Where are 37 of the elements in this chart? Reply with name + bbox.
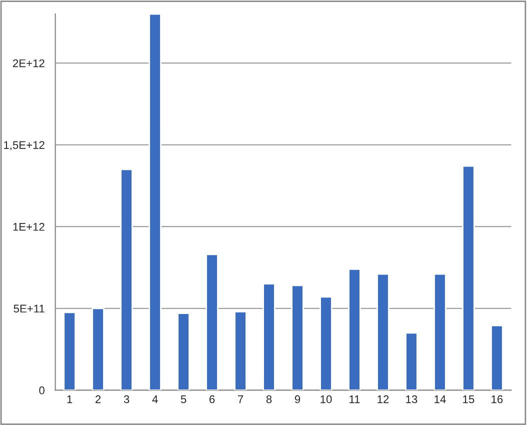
bar <box>376 273 390 390</box>
x-tick-label: 16 <box>492 395 503 404</box>
x-tick-label: 13 <box>406 395 418 404</box>
x-tick-label: 12 <box>378 395 389 404</box>
x-tick-label: 14 <box>434 395 446 404</box>
x-tick-label: 15 <box>463 395 474 404</box>
x-tick-label: 8 <box>266 395 272 404</box>
x-tick-label: 6 <box>210 395 215 404</box>
bar <box>120 168 133 390</box>
bar <box>63 312 76 390</box>
bar <box>234 310 247 390</box>
bar <box>206 254 218 390</box>
y-tick-label: 2E+12 <box>13 59 44 68</box>
bar <box>262 283 276 390</box>
x-tick-label: 7 <box>238 395 244 404</box>
bar <box>405 332 418 390</box>
bar <box>462 165 475 390</box>
x-tick-label: 11 <box>350 395 360 404</box>
bar <box>291 284 304 390</box>
bar <box>92 308 104 390</box>
bar <box>490 324 504 390</box>
x-tick-label: 2 <box>96 395 101 404</box>
x-tick-label: 3 <box>124 395 130 404</box>
y-tick-label: 5E+11 <box>14 304 44 313</box>
bar <box>177 312 190 390</box>
x-tick-label: 5 <box>180 395 186 404</box>
bar <box>434 273 446 390</box>
y-tick-label: 1,5E+12 <box>4 141 44 150</box>
x-tick-label: 9 <box>294 395 300 404</box>
x-tick-label: 10 <box>320 395 332 404</box>
x-tick-label: 4 <box>152 395 158 404</box>
bar <box>348 268 361 390</box>
y-tick-label: 1E+12 <box>13 222 44 231</box>
y-tick-label: 0 <box>39 386 44 394</box>
x-tick-label: 1 <box>67 395 72 404</box>
bar <box>148 14 162 390</box>
bar <box>320 296 332 390</box>
